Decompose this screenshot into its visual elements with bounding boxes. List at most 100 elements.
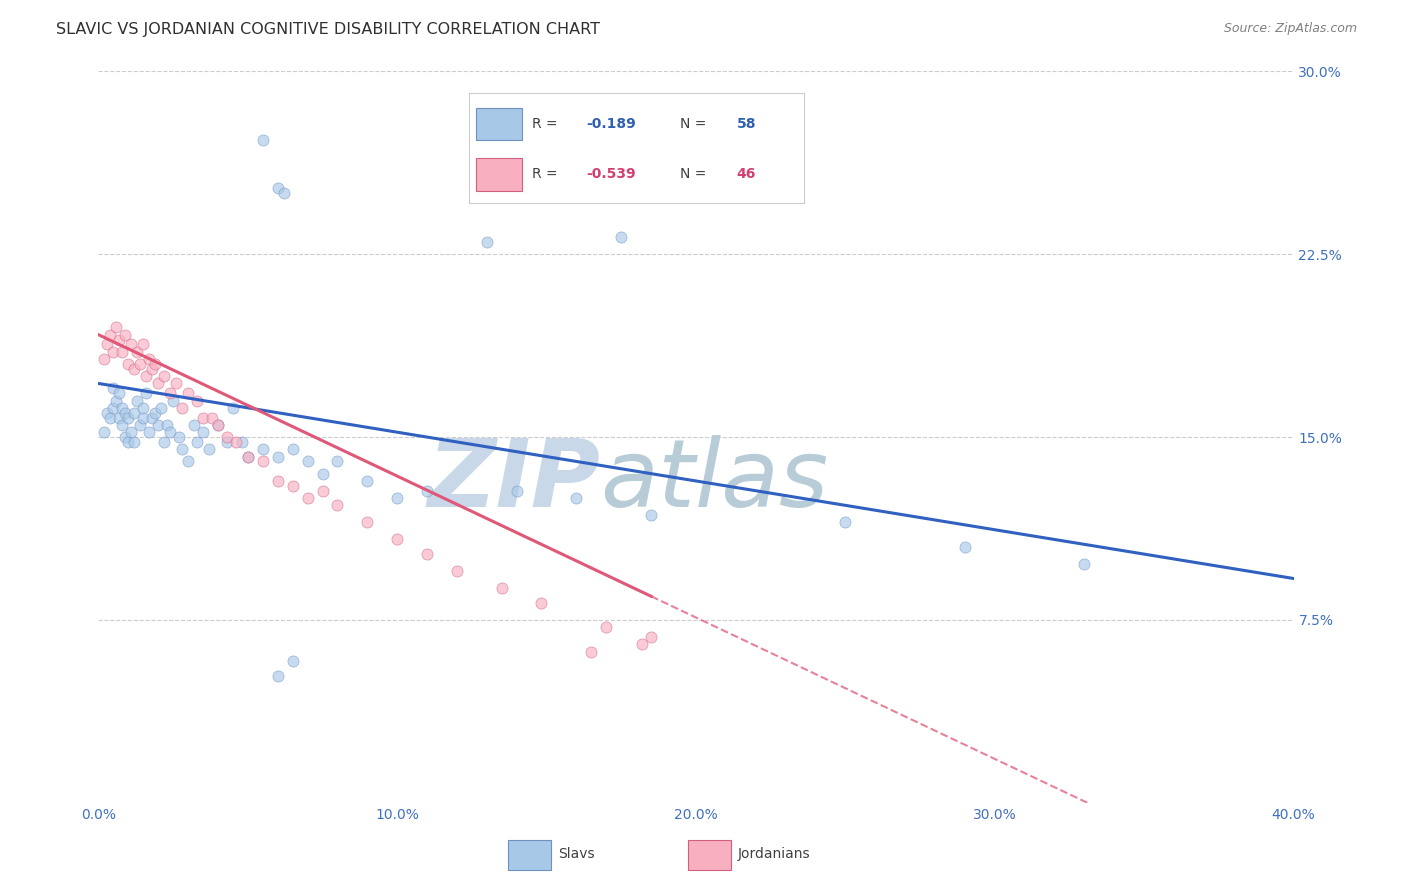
Point (834, 516, 856, 530)
Point (111, 417, 134, 432)
Point (267, 669, 290, 683)
Text: SLAVIC VS JORDANIAN COGNITIVE DISABILITY CORRELATION CHART: SLAVIC VS JORDANIAN COGNITIVE DISABILITY… (56, 22, 600, 37)
Point (132, 410, 155, 425)
Point (105, 393, 128, 408)
Text: ZIP: ZIP (427, 435, 600, 527)
Point (207, 417, 229, 432)
Point (150, 401, 173, 415)
Point (201, 410, 224, 425)
Point (640, 508, 662, 522)
Point (222, 401, 245, 415)
Point (326, 499, 349, 513)
Point (581, 645, 603, 659)
Point (198, 442, 221, 457)
Point (252, 454, 274, 468)
Point (252, 442, 274, 457)
Point (631, 637, 654, 651)
Point (143, 357, 166, 371)
Point (127, 344, 149, 359)
Point (225, 434, 247, 449)
Point (252, 133, 274, 147)
Point (159, 425, 181, 440)
Point (356, 474, 378, 488)
Point (103, 344, 125, 359)
Point (356, 516, 378, 530)
Point (96, 337, 118, 351)
Point (530, 596, 553, 610)
Point (273, 186, 295, 201)
Point (108, 386, 131, 401)
Point (565, 491, 588, 505)
Point (191, 410, 214, 425)
Point (135, 386, 157, 401)
Point (132, 337, 155, 351)
Point (491, 581, 513, 595)
Point (172, 442, 194, 457)
Point (135, 369, 157, 384)
Point (953, 540, 976, 554)
Point (129, 417, 152, 432)
Point (93, 352, 115, 367)
Point (186, 434, 208, 449)
Point (117, 434, 139, 449)
Point (215, 430, 238, 444)
Point (385, 491, 409, 505)
Point (191, 425, 214, 440)
Point (98, 410, 122, 425)
Point (138, 352, 160, 367)
Point (120, 337, 142, 351)
Point (640, 630, 662, 644)
Point (124, 434, 146, 449)
Point (96, 406, 118, 420)
Point (446, 564, 468, 578)
Point (236, 450, 259, 464)
Point (215, 434, 238, 449)
Point (105, 320, 128, 334)
Point (475, 235, 498, 249)
Point (108, 410, 131, 425)
Point (281, 479, 304, 493)
Text: Source: ZipAtlas.com: Source: ZipAtlas.com (1223, 22, 1357, 36)
Point (129, 357, 152, 371)
Point (236, 450, 259, 464)
Point (281, 654, 304, 668)
Point (281, 442, 304, 457)
Point (385, 533, 409, 547)
Point (311, 467, 333, 481)
Point (148, 417, 170, 432)
Point (326, 454, 349, 468)
Point (159, 386, 181, 401)
Point (311, 483, 333, 498)
Point (98, 327, 122, 342)
Point (267, 474, 290, 488)
Point (124, 361, 146, 376)
Point (156, 417, 179, 432)
Point (610, 230, 633, 244)
Point (595, 620, 617, 634)
Point (141, 361, 163, 376)
Point (103, 401, 125, 415)
Point (1073, 557, 1095, 571)
Point (117, 357, 139, 371)
Point (186, 393, 208, 408)
Point (148, 376, 170, 391)
Point (167, 430, 190, 444)
Point (111, 401, 134, 415)
Point (153, 434, 176, 449)
Point (114, 430, 136, 444)
Point (93, 425, 115, 440)
Point (506, 483, 529, 498)
Point (416, 547, 439, 561)
Point (172, 401, 194, 415)
Point (103, 381, 125, 395)
Point (416, 483, 439, 498)
Point (207, 417, 229, 432)
Point (120, 425, 142, 440)
Point (124, 406, 146, 420)
Point (132, 401, 155, 415)
Point (127, 393, 149, 408)
Point (183, 417, 205, 432)
Point (114, 406, 136, 420)
Point (177, 386, 200, 401)
Point (231, 434, 253, 449)
